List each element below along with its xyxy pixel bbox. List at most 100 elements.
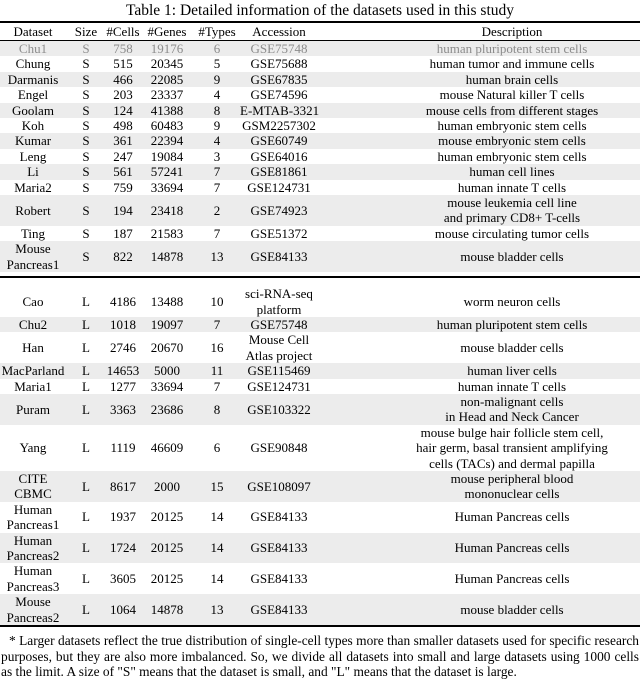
cell-cells: 203	[113, 87, 133, 103]
cell-description: mouse bladder cells	[460, 601, 564, 617]
cell-dataset: Human Pancreas1	[6, 501, 60, 533]
cell-size: S	[82, 56, 90, 72]
cell-dataset: Mouse Pancreas2	[6, 594, 60, 625]
cell-description: Human Pancreas cells	[454, 571, 570, 587]
cell-genes: 14878	[150, 601, 184, 617]
cell-cells: 361	[113, 133, 133, 149]
table-row: Mouse Pancreas2 L 1064 14878 13 GSE84133 mouse…	[0, 594, 640, 626]
cell-description: mouse cells from different stages	[425, 102, 599, 118]
cell-types: 7	[213, 316, 221, 332]
cell-size: L	[82, 401, 90, 417]
cell-genes: 19097	[150, 316, 184, 332]
cell-dataset: Darmanis	[7, 71, 59, 87]
cell-description: human tumor and immune cells	[429, 56, 595, 72]
cell-types: 7	[213, 378, 221, 394]
cell-types: 7	[213, 164, 221, 180]
section-divider-rule	[0, 276, 640, 279]
cell-dataset: Puram	[16, 401, 50, 417]
table-header-row: Dataset Size #Cells #Genes #Types Access…	[0, 23, 640, 41]
cell-size: L	[82, 540, 90, 556]
cell-accession: GSE74596	[250, 87, 308, 103]
cell-size: S	[82, 248, 90, 264]
cell-types: 7	[213, 225, 221, 241]
table-row: Robert S 194 23418 2 GSE74923 mouse leukemia c…	[0, 195, 640, 226]
cell-description: human embryonic stem cells	[437, 118, 587, 134]
cell-dataset: Ting	[20, 225, 46, 241]
cell-cells: 561	[113, 164, 133, 180]
cell-cells: 1277	[110, 378, 136, 394]
cell-cells: 8617	[110, 478, 136, 494]
cell-accession: GSE74923	[250, 202, 308, 218]
cell-cells: 466	[113, 71, 133, 87]
cell-size: S	[82, 87, 90, 103]
cell-dataset: Human Pancreas3	[6, 563, 60, 594]
cell-genes: 20125	[150, 540, 184, 556]
cell-genes: 41388	[150, 102, 184, 118]
column-header-cells: #Cells	[106, 24, 140, 39]
table-row: Human Pancreas3 L 3605 20125 14 GSE84133 Human…	[0, 563, 640, 594]
cell-dataset: Kumar	[14, 133, 52, 149]
cell-cells: 2746	[110, 340, 136, 356]
cell-types: 8	[213, 401, 221, 417]
cell-description: human pluripotent stem cells	[436, 41, 588, 56]
cell-size: L	[82, 440, 90, 456]
cell-accession: GSE84133	[250, 571, 308, 587]
cell-cells: 1064	[110, 601, 136, 617]
table-body: Chu1 S 758 19176 6 GSE75748 human pluripotent …	[0, 41, 640, 626]
cell-genes: 5000	[154, 363, 180, 379]
cell-description: non-malignant cells in Head and Neck Can…	[445, 393, 579, 425]
cell-description: human liver cells	[467, 363, 557, 379]
cell-description: human embryonic stem cells	[437, 148, 587, 164]
cell-size: L	[82, 601, 90, 617]
cell-cells: 759	[113, 179, 133, 195]
cell-types: 4	[213, 133, 221, 149]
column-header-accession: Accession	[252, 24, 306, 39]
cell-cells: 1724	[110, 540, 136, 556]
table-row: Kumar S 361 22394 4 GSE60749 mouse embryonic s…	[0, 133, 640, 149]
column-header-dataset: Dataset	[13, 24, 53, 39]
cell-types: 13	[210, 248, 224, 264]
cell-accession: GSE64016	[250, 148, 308, 164]
cell-size: L	[82, 363, 90, 379]
cell-dataset: MacParland	[1, 363, 65, 379]
cell-accession: GSE84133	[250, 509, 308, 525]
table-row: Chu1 S 758 19176 6 GSE75748 human pluripotent …	[0, 41, 640, 57]
cell-cells: 4186	[110, 293, 136, 309]
cell-types: 6	[213, 440, 221, 456]
table-row: Han L 2746 20670 16 Mouse Cell Atlas project m…	[0, 332, 640, 363]
cell-cells: 515	[113, 56, 133, 72]
cell-types: 4	[213, 87, 221, 103]
cell-genes: 57241	[150, 164, 184, 180]
cell-cells: 822	[113, 248, 133, 264]
table-footnote: * Larger datasets reflect the true distr…	[1, 633, 639, 680]
cell-cells: 194	[113, 202, 133, 218]
table-row: Chung S 515 20345 5 GSE75688 human tumor and i…	[0, 56, 640, 71]
cell-size: S	[82, 164, 90, 180]
cell-cells: 187	[113, 225, 133, 241]
table-row: CITE CBMC L 8617 2000 15 GSE108097 mouse perip…	[0, 470, 640, 502]
cell-dataset: Chung	[15, 56, 51, 72]
cell-accession: GSE103322	[247, 401, 311, 417]
cell-description: human innate T cells	[457, 378, 567, 394]
cell-accession: GSE115469	[247, 363, 311, 379]
cell-dataset: Maria1	[14, 378, 52, 394]
cell-description: mouse circulating tumor cells	[434, 225, 590, 241]
column-header-description: Description	[481, 24, 543, 39]
cell-accession: E-MTAB-3321	[240, 102, 320, 118]
cell-size: L	[82, 509, 90, 525]
cell-size: S	[82, 118, 90, 134]
cell-description: human pluripotent stem cells	[436, 316, 588, 332]
cell-description: Human Pancreas cells	[454, 540, 570, 556]
cell-types: 2	[213, 202, 221, 218]
cell-genes: 46609	[150, 440, 184, 456]
cell-types: 3	[213, 148, 221, 164]
cell-accession: GSE60749	[250, 133, 308, 149]
cell-dataset: Leng	[19, 148, 47, 164]
cell-accession: GSE67835	[250, 71, 308, 87]
cell-types: 10	[210, 293, 224, 309]
cell-description: mouse bladder cells	[460, 248, 564, 264]
cell-genes: 33694	[150, 378, 184, 394]
cell-accession: Mouse Cell Atlas project	[245, 332, 313, 363]
section-divider	[0, 272, 640, 287]
table-row: Darmanis S 466 22085 9 GSE67835 human brain ce…	[0, 71, 640, 88]
